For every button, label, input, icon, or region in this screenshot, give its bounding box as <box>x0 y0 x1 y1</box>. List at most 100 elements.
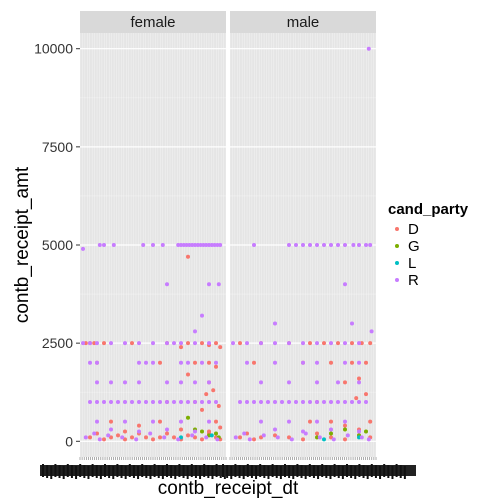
data-point-r <box>364 243 368 247</box>
data-point-r <box>336 243 340 247</box>
data-point-r <box>123 341 127 346</box>
data-point-r <box>95 360 99 365</box>
x-tick-label <box>194 465 197 478</box>
x-tick-label <box>116 464 119 477</box>
data-point-d <box>179 427 183 432</box>
x-tick-label <box>132 465 135 478</box>
data-point-r <box>209 243 214 247</box>
data-point-d <box>123 437 127 442</box>
data-point-r <box>266 400 270 405</box>
data-point-r <box>123 400 127 405</box>
data-point-r <box>369 329 374 334</box>
data-point-r <box>247 437 252 442</box>
x-tick-label <box>300 465 303 478</box>
x-tick-label <box>75 466 78 479</box>
data-point-r <box>216 282 221 287</box>
data-point-r <box>273 360 277 365</box>
data-point-r <box>336 400 340 405</box>
x-tick-label <box>329 466 332 479</box>
data-point-r <box>83 435 88 440</box>
data-point-r <box>88 360 92 365</box>
data-point-r <box>273 341 277 346</box>
data-point-r <box>193 400 197 405</box>
data-point-r <box>301 429 305 434</box>
data-point-r <box>200 313 204 318</box>
data-point-d <box>158 419 162 424</box>
data-point-r <box>151 360 155 365</box>
data-point-d <box>343 380 347 385</box>
data-point-r <box>176 437 181 442</box>
x-tick-label <box>207 465 210 478</box>
x-tick-label <box>157 465 160 478</box>
x-tick-label <box>222 464 224 477</box>
data-point-r <box>238 400 242 405</box>
data-point-r <box>294 243 298 247</box>
x-tick-label <box>170 465 173 478</box>
data-point-r <box>151 419 155 424</box>
data-point-r <box>207 400 211 405</box>
data-point-d <box>200 437 204 442</box>
data-point-d <box>218 425 223 430</box>
legend-title: cand_party <box>388 201 469 218</box>
data-point-d <box>214 419 218 424</box>
data-point-r <box>137 400 141 405</box>
data-point-r <box>123 419 127 424</box>
data-point-r <box>315 341 319 346</box>
y-axis-title: contb_receipt_amt <box>12 166 33 323</box>
data-point-r <box>123 380 127 385</box>
data-point-r <box>366 437 371 442</box>
data-point-r <box>259 419 263 424</box>
data-point-r <box>214 360 218 365</box>
y-tick-label: 0 <box>65 433 73 449</box>
y-axis: 0 2500 5000 7500 10000 <box>34 41 80 449</box>
data-point-r <box>357 380 361 385</box>
data-point-r <box>245 341 249 346</box>
data-point-g <box>207 433 211 438</box>
x-tick-label <box>166 464 168 477</box>
x-tick-label <box>186 466 189 479</box>
x-tick-label <box>403 466 406 479</box>
x-tick-label <box>145 465 148 478</box>
data-point-r <box>137 341 141 346</box>
data-point-d <box>200 407 204 412</box>
data-point-d <box>214 341 218 346</box>
y-tick-label: 7500 <box>42 139 73 155</box>
data-point-r <box>214 400 218 405</box>
legend-key-d <box>395 227 399 231</box>
data-point-d <box>165 431 169 436</box>
data-point-r <box>343 341 347 346</box>
x-tick-label <box>141 464 144 477</box>
data-point-r <box>141 243 146 247</box>
data-point-r <box>181 243 186 247</box>
data-point-r <box>343 400 347 405</box>
legend-label-l: L <box>408 255 416 272</box>
x-tick-label <box>234 464 237 477</box>
data-point-r <box>137 380 141 385</box>
data-point-d <box>186 341 190 346</box>
data-point-r <box>287 243 291 247</box>
data-point-r <box>195 243 200 247</box>
x-tick-label <box>292 466 295 479</box>
data-point-d <box>357 376 361 381</box>
x-tick-label <box>304 466 307 479</box>
data-point-r <box>201 243 206 247</box>
data-point-r <box>343 243 347 247</box>
x-tick-label <box>242 466 245 479</box>
data-point-d <box>186 372 190 377</box>
data-point-d <box>92 341 97 346</box>
data-point-r <box>259 400 263 405</box>
x-tick-label <box>215 464 218 477</box>
data-point-d <box>186 433 190 438</box>
data-point-d <box>315 431 319 436</box>
data-point-r <box>359 435 364 440</box>
data-point-d <box>322 341 326 346</box>
data-point-d <box>350 341 354 346</box>
data-point-r <box>198 243 203 247</box>
data-point-r <box>207 282 211 287</box>
data-point-r <box>275 435 280 440</box>
data-point-d <box>158 435 162 440</box>
data-point-r <box>289 437 294 442</box>
data-point-r <box>106 433 111 438</box>
data-point-d <box>238 435 242 440</box>
data-point-l <box>322 437 326 442</box>
